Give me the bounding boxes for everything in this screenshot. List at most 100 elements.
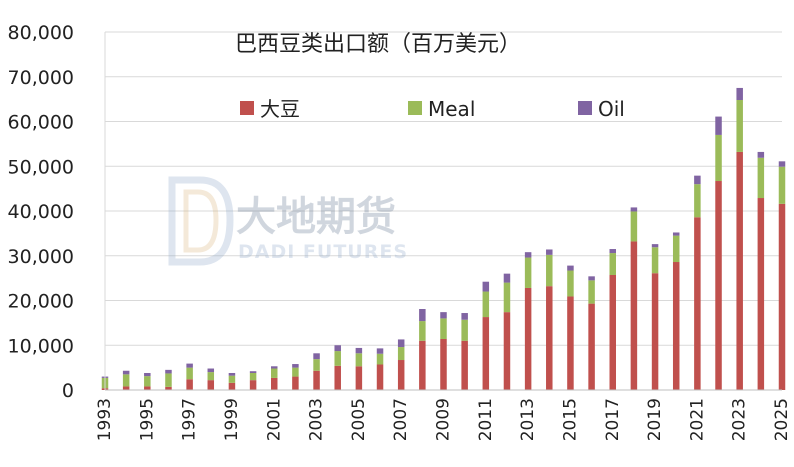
bar-oil-2018: [630, 207, 638, 212]
watermark-brand-en: DADI FUTURES: [238, 241, 408, 263]
bar-soybean-1997: [186, 379, 193, 390]
x-tick-label: 2009: [434, 398, 454, 441]
bar-meal-2004: [334, 351, 341, 366]
bar-oil-2015: [567, 265, 574, 271]
bar-meal-1997: [186, 367, 193, 380]
bar-meal-2018: [630, 211, 638, 242]
x-tick-label: 2023: [730, 398, 750, 441]
bar-soybean-2013: [524, 287, 532, 390]
watermark-logo-mark-inner: [183, 189, 219, 253]
bar-soybean-2007: [397, 360, 405, 390]
y-tick-label: 70,000: [8, 67, 74, 89]
legend-label-soybean: 大豆: [260, 97, 300, 121]
bar-meal-2015: [567, 270, 574, 297]
bar-oil-2002: [292, 364, 299, 368]
y-tick-label: 80,000: [8, 22, 74, 44]
bar-soybean-2021: [694, 217, 701, 390]
bar-soybean-2001: [271, 377, 278, 390]
bar-meal-1996: [165, 373, 172, 387]
x-tick-label: 1993: [95, 398, 115, 441]
legend-swatch-soybean: [240, 101, 254, 115]
bar-oil-2011: [482, 281, 490, 292]
x-tick-label: 2001: [264, 398, 284, 441]
x-tick-label: 2015: [560, 398, 580, 441]
bar-soybean-2019: [651, 273, 659, 390]
bar-oil-2016: [588, 276, 595, 281]
gridlines: [105, 31, 782, 346]
bar-meal-2008: [419, 321, 426, 341]
bar-soybean-1998: [207, 380, 215, 390]
bar-meal-2006: [376, 353, 384, 365]
bar-oil-2003: [313, 353, 320, 360]
watermark-logo-mark: [168, 176, 234, 266]
bar-oil-2008: [419, 309, 426, 322]
x-tick-label: 2019: [645, 398, 665, 441]
y-tick-label: 60,000: [8, 112, 74, 134]
bar-meal-2005: [355, 353, 363, 367]
legend-swatch-meal: [408, 101, 422, 115]
bar-meal-2000: [249, 372, 257, 381]
bar-soybean-2011: [482, 317, 490, 390]
bar-soybean-2006: [376, 364, 384, 390]
bars: [101, 87, 786, 390]
legend-label-oil: Oil: [598, 97, 625, 121]
bar-soybean-2018: [630, 241, 638, 390]
bar-oil-1994: [122, 370, 130, 375]
bar-meal-2017: [609, 253, 616, 275]
bar-meal-1994: [122, 374, 130, 387]
bar-meal-2009: [440, 318, 447, 339]
bar-soybean-2000: [249, 380, 257, 390]
bar-meal-2001: [271, 368, 278, 378]
bar-meal-2013: [524, 257, 532, 288]
y-tick-labels: 0 10,000 20,000 30,000 40,000 50,000 60,000 70,…: [8, 22, 74, 402]
bar-soybean-2025: [778, 203, 786, 390]
watermark-brand-cn: 大地期货: [236, 194, 396, 240]
bar-soybean-2015: [567, 296, 574, 390]
bar-soybean-2005: [355, 366, 363, 390]
x-tick-label: 2011: [476, 398, 496, 441]
bar-oil-2009: [440, 312, 447, 319]
bar-oil-2012: [503, 273, 511, 283]
bar-oil-1997: [186, 363, 193, 368]
y-tick-label: 50,000: [8, 156, 74, 178]
bar-meal-2012: [503, 282, 511, 313]
legend: 大豆 Meal Oil: [240, 97, 625, 121]
y-tick-label: 30,000: [8, 246, 74, 268]
bar-soybean-2010: [461, 340, 468, 390]
bar-soybean-2012: [503, 312, 511, 390]
bar-oil-1995: [144, 372, 151, 377]
bar-soybean-2004: [334, 365, 341, 390]
y-tick-label: 40,000: [8, 201, 74, 223]
bar-meal-2003: [313, 359, 320, 371]
legend-label-meal: Meal: [428, 97, 475, 121]
x-tick-label: 2007: [391, 398, 411, 441]
bar-soybean-2017: [609, 274, 616, 390]
x-tick-label: 2013: [518, 398, 538, 441]
bar-oil-2006: [376, 348, 384, 354]
bar-oil-2020: [672, 232, 680, 236]
bar-soybean-2022: [715, 181, 722, 390]
bar-soybean-2014: [546, 286, 553, 390]
x-tick-label: 2025: [772, 398, 792, 441]
bar-soybean-2009: [440, 338, 447, 390]
bar-soybean-2016: [588, 303, 595, 390]
bar-soybean-2008: [419, 340, 426, 390]
bar-oil-2017: [609, 249, 616, 254]
bar-soybean-1994: [122, 386, 130, 390]
bar-meal-2019: [651, 247, 659, 274]
bar-meal-2020: [672, 235, 680, 263]
bar-oil-2021: [694, 175, 701, 185]
bar-soybean-2024: [757, 198, 765, 390]
y-tick-label: 0: [62, 380, 74, 402]
bar-soybean-2002: [292, 376, 299, 390]
bar-meal-2014: [546, 254, 553, 287]
bar-oil-2014: [546, 249, 553, 255]
bar-oil-2005: [355, 347, 363, 354]
x-tick-label: 2017: [603, 398, 623, 441]
bar-oil-2019: [651, 244, 659, 248]
x-tick-label: 2003: [307, 398, 327, 441]
bar-oil-2023: [736, 87, 743, 101]
bar-soybean-1995: [144, 386, 151, 390]
